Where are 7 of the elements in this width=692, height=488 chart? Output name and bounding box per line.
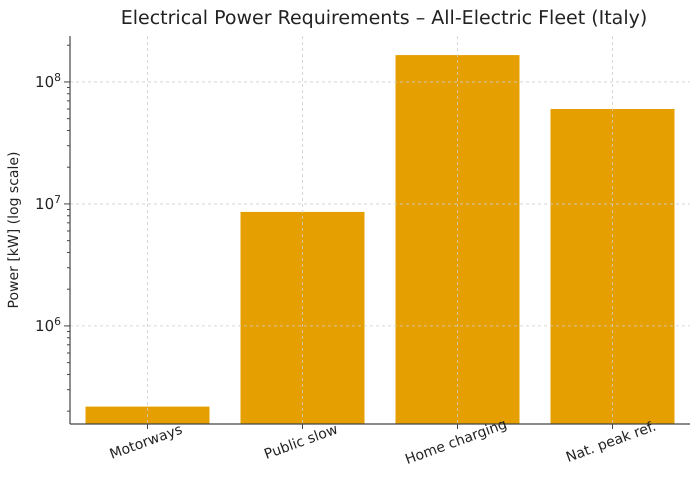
y-tick-label: 10$^{7}$ (35, 192, 61, 214)
y-tick-label: 10$^{6}$ (35, 314, 62, 336)
x-tick-label: Public slow (262, 422, 340, 463)
y-tick-label: 10$^{8}$ (35, 70, 62, 92)
x-tick-label: Nat. peak ref. (564, 418, 658, 466)
chart-title: Electrical Power Requirements – All-Electric Fleet (Italy) (120, 7, 648, 29)
y-axis-title: Power [kW] (log scale) (6, 152, 22, 308)
